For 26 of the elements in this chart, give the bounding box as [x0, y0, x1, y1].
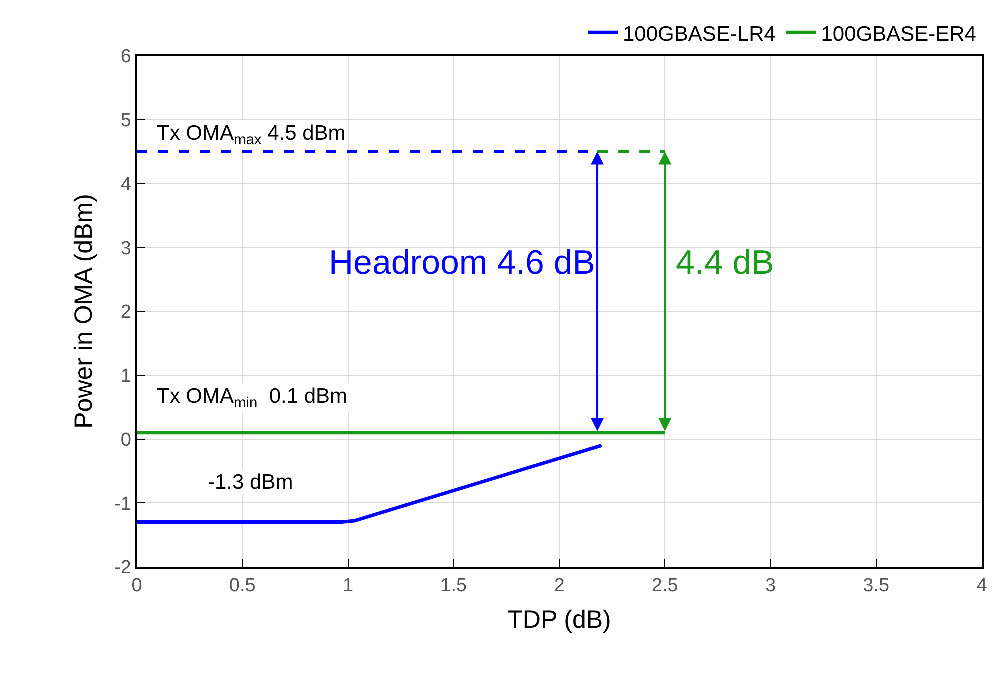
x-axis-title: TDP (dB): [508, 606, 612, 634]
y-tick-label: 5: [120, 110, 132, 132]
x-tick-label: 2.5: [652, 576, 678, 597]
x-tick-label: 0.5: [229, 576, 256, 597]
x-tick-label: 3: [765, 576, 776, 597]
legend-label: 100GBASE-ER4: [821, 22, 977, 46]
y-tick-label: -2: [114, 558, 132, 579]
x-tick-label: 2: [554, 576, 565, 597]
y-tick-label: 4: [120, 174, 132, 196]
annotation: -1.3 dBm: [208, 471, 294, 494]
annotation: Tx OMA$_{min}$ 0.1 dBm: [157, 385, 348, 412]
y-tick-label: 0: [120, 430, 132, 451]
x-tick-label: 3.5: [863, 576, 890, 597]
y-tick-label: 6: [120, 46, 132, 68]
x-tick-label: 1.5: [440, 576, 468, 597]
x-tick-label: 1: [342, 576, 354, 597]
y-axis-title: Power in OMA (dBm): [70, 194, 98, 429]
y-tick-label: -1: [114, 494, 132, 515]
y-tick-label: 3: [120, 238, 132, 260]
annotation: Headroom 4.6 dB: [329, 244, 596, 282]
annotation: 4.4 dB: [676, 244, 774, 282]
y-tick-label: 1: [120, 366, 132, 388]
legend-label: 100GBASE-LR4: [623, 22, 776, 46]
annotation: Tx OMA$_{max}$ 4.5 dBm: [157, 122, 346, 148]
y-tick-label: 2: [120, 302, 132, 324]
x-tick-label: 4: [976, 576, 988, 597]
